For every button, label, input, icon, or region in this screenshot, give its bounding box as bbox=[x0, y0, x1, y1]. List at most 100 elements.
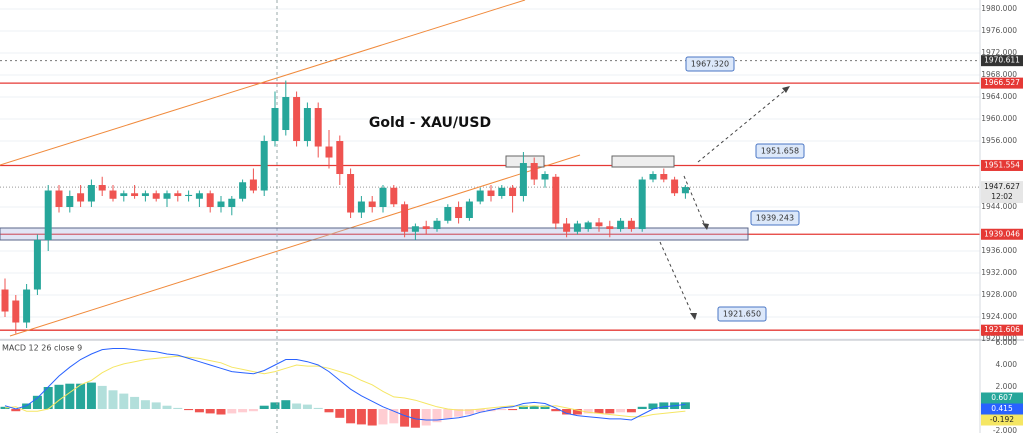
candle-body bbox=[217, 201, 225, 208]
histogram-bar bbox=[659, 402, 669, 410]
candle-body bbox=[573, 223, 581, 232]
histogram-bar bbox=[270, 402, 280, 410]
histogram-bar bbox=[421, 409, 431, 426]
histogram-bar bbox=[302, 404, 312, 410]
candle-body bbox=[293, 97, 301, 142]
histogram-bar bbox=[626, 409, 636, 413]
indicator-tag: 0.415 bbox=[991, 404, 1013, 413]
histogram-bar bbox=[65, 383, 75, 410]
candle-body bbox=[617, 220, 625, 230]
candle-body bbox=[509, 187, 517, 197]
y-tick-label: 1968.000 bbox=[981, 70, 1017, 79]
arrow-down bbox=[683, 175, 707, 229]
histogram-bar bbox=[475, 409, 485, 413]
candle-body bbox=[314, 108, 322, 147]
candle-body bbox=[152, 193, 160, 199]
candle-body bbox=[541, 174, 549, 180]
histogram-bar bbox=[605, 409, 615, 414]
histogram-bar bbox=[205, 409, 215, 414]
last-price-tag: 1947.627 bbox=[984, 182, 1020, 191]
histogram-bar bbox=[443, 409, 453, 419]
y-tick-label: 1944.000 bbox=[981, 202, 1017, 211]
y-tick-label: 4.000 bbox=[996, 360, 1018, 369]
candle-body bbox=[239, 182, 247, 199]
candle-body bbox=[638, 179, 646, 230]
histogram-bar bbox=[173, 407, 183, 410]
candle-body bbox=[519, 163, 527, 197]
y-tick-label: 1960.000 bbox=[981, 114, 1017, 123]
callout-box bbox=[750, 210, 800, 226]
histogram-bar bbox=[140, 400, 150, 410]
arrow-head bbox=[782, 86, 790, 93]
chart-title: Gold - XAU/USD bbox=[369, 115, 491, 131]
histogram-bar bbox=[162, 405, 172, 410]
candle-body bbox=[465, 201, 473, 219]
histogram-bar bbox=[54, 384, 64, 410]
arrow-heads bbox=[690, 86, 790, 320]
candle-body bbox=[444, 207, 452, 221]
histogram-bar bbox=[313, 407, 323, 410]
level-tag: 1951.554 bbox=[984, 160, 1020, 169]
candle-body bbox=[584, 222, 592, 230]
histogram-bar bbox=[22, 403, 32, 410]
resistance-box bbox=[611, 155, 675, 168]
candle-body bbox=[455, 207, 463, 219]
y-tick-label: 1964.000 bbox=[981, 92, 1017, 101]
candle-body bbox=[87, 185, 95, 202]
price-axis bbox=[980, 0, 1024, 433]
candle-body bbox=[185, 194, 193, 197]
histogram-bar bbox=[292, 403, 302, 410]
callout-box bbox=[685, 56, 735, 72]
level-tag: 1966.527 bbox=[984, 78, 1020, 87]
candle-body bbox=[260, 141, 268, 191]
histogram-bar bbox=[324, 409, 334, 413]
histogram-bar bbox=[86, 382, 96, 410]
candle-body bbox=[476, 190, 484, 202]
histogram-bar bbox=[400, 409, 410, 427]
y-tick-label: 1928.000 bbox=[981, 290, 1017, 299]
histogram-bar bbox=[529, 405, 539, 410]
candle-body bbox=[530, 163, 538, 180]
candle-body bbox=[109, 190, 117, 199]
y-tick-label: 6.000 bbox=[996, 338, 1018, 347]
histogram-bar bbox=[680, 402, 690, 410]
candle-body bbox=[1, 289, 9, 312]
callout-label: 1967.320 bbox=[691, 60, 729, 69]
indicator-tag-bg bbox=[981, 392, 1023, 404]
histogram-bar bbox=[572, 409, 582, 415]
candle-body bbox=[77, 193, 85, 202]
y-tick-label: 1936.000 bbox=[981, 246, 1017, 255]
indicator-tag-bg bbox=[981, 414, 1023, 426]
level-tag: 1939.046 bbox=[984, 229, 1020, 238]
histogram-bar bbox=[216, 409, 226, 415]
histogram-bar bbox=[346, 409, 356, 424]
histogram-bar bbox=[194, 409, 204, 413]
histogram-bar bbox=[281, 400, 291, 410]
y-tick-label: 1972.000 bbox=[981, 48, 1017, 57]
histogram-bar bbox=[616, 409, 626, 413]
histogram-bar bbox=[367, 409, 377, 426]
callout-box bbox=[755, 143, 805, 159]
candle-body bbox=[390, 187, 398, 205]
support-zone bbox=[0, 227, 749, 241]
candle-body bbox=[433, 220, 441, 230]
histogram-bar bbox=[43, 386, 53, 410]
histogram-bar bbox=[97, 385, 107, 410]
candle-body bbox=[325, 146, 333, 158]
candle-body bbox=[12, 300, 20, 323]
candle-body bbox=[627, 220, 635, 230]
candle-body bbox=[595, 222, 603, 227]
signal-line bbox=[4, 355, 686, 418]
candle-body bbox=[487, 190, 495, 197]
candle-body bbox=[303, 108, 311, 142]
histogram-bar bbox=[594, 409, 604, 414]
candle-body bbox=[141, 193, 149, 197]
channel-upper bbox=[0, 0, 526, 166]
histogram-bar bbox=[130, 396, 140, 410]
projection-arrows bbox=[659, 87, 789, 319]
candle-body bbox=[228, 198, 236, 208]
candle-body bbox=[44, 190, 52, 241]
y-tick-label: 1980.000 bbox=[981, 4, 1017, 13]
histogram-bar bbox=[497, 409, 507, 411]
